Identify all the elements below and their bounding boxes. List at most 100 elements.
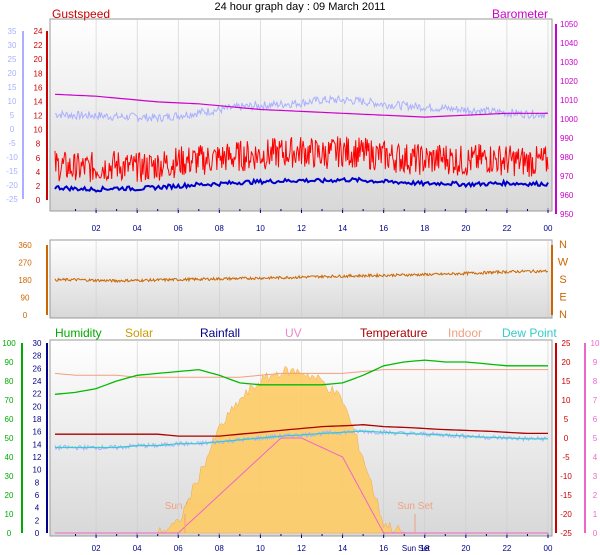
direction-axis-tick-label: 180 <box>18 276 32 285</box>
rainfall-axis-tick-label: 12 <box>33 453 42 462</box>
gust-axis-tick-label: 24 <box>34 27 43 36</box>
baro-axis-tick-label: 970 <box>560 172 574 181</box>
compass-axis-tick-label: N <box>559 309 567 321</box>
gust-axis-tick-label: 8 <box>36 140 41 149</box>
x-tick-label: 00 <box>544 224 553 233</box>
direction-axis-tick-label: 360 <box>18 241 32 250</box>
temperature-axis-tick-label: -20 <box>560 510 572 519</box>
humidity-axis-tick-label: 60 <box>5 415 14 424</box>
temp-axis-tick-label: 15 <box>8 83 17 92</box>
humidity-axis-tick-label: 90 <box>5 358 14 367</box>
uv-axis-tick-label: 6 <box>593 415 598 424</box>
humidity-axis-tick-label: 100 <box>2 339 16 348</box>
dewpoint-line <box>55 430 548 449</box>
temp-axis-tick-label: 35 <box>8 27 17 36</box>
rainfall-axis-tick-label: 20 <box>33 402 42 411</box>
humidity-line <box>54 359 548 395</box>
direction-axis-tick-label: 0 <box>23 311 28 320</box>
legend-rainfall: Rainfall <box>200 326 240 340</box>
temperature-axis-tick-label: 20 <box>562 358 571 367</box>
humidity-axis-tick-label: 70 <box>5 396 14 405</box>
temperature-axis-tick-label: -5 <box>562 453 570 462</box>
sun-set-tick-label: Set <box>418 544 431 553</box>
x-tick-label: 12 <box>297 224 306 233</box>
gust-axis-tick-label: 6 <box>36 154 41 163</box>
uv-line <box>55 437 548 534</box>
uv-axis-tick-label: 8 <box>593 377 598 386</box>
x-tick-label: 10 <box>256 224 265 233</box>
rainfall-axis-tick-label: 22 <box>33 390 42 399</box>
legend-temperature: Temperature <box>360 326 428 340</box>
gustspeed-line <box>54 136 549 183</box>
legend-humidity: Humidity <box>55 326 102 340</box>
x-tick-label: 06 <box>174 224 183 233</box>
x-tick-label: 04 <box>133 544 142 553</box>
uv-axis-tick-label: 3 <box>593 472 598 481</box>
temperature-axis-tick-label: -25 <box>560 529 572 538</box>
sun-rise-tick-label: Sun <box>402 544 416 553</box>
gust-axis-tick-label: 0 <box>36 196 41 205</box>
gust-axis-tick-label: 14 <box>34 97 43 106</box>
temp-axis-tick-label: 30 <box>8 41 17 50</box>
x-tick-label: 08 <box>215 544 224 553</box>
humidity-axis-tick-label: 80 <box>5 377 14 386</box>
gust-axis-tick-label: 10 <box>34 126 43 135</box>
legend-dewpoint: Dew Point <box>502 326 557 340</box>
baro-axis-tick-label: 960 <box>560 191 574 200</box>
rainfall-axis-tick-label: 18 <box>33 415 42 424</box>
gust-axis-tick-label: 16 <box>34 83 43 92</box>
gustspeed-axis-label: Gustspeed <box>52 7 110 21</box>
baro-axis-tick-label: 1020 <box>560 77 578 86</box>
baro-axis-tick-label: 950 <box>560 210 574 219</box>
x-tick-label: 18 <box>420 544 429 553</box>
temp-axis-tick-label: 20 <box>8 69 17 78</box>
temperature-axis-tick-label: 10 <box>562 396 571 405</box>
x-tick-label: 16 <box>379 544 388 553</box>
temperature-axis-tick-label: 5 <box>564 415 569 424</box>
compass-axis-tick-label: N <box>559 239 567 251</box>
temp-axis-tick-label: -10 <box>6 153 18 162</box>
gust-axis-tick-label: 4 <box>36 168 41 177</box>
uv-axis-tick-label: 0 <box>593 529 598 538</box>
uv-axis-tick-label: 9 <box>593 358 598 367</box>
temperature-axis-tick-label: -10 <box>560 472 572 481</box>
rainfall-axis-tick-label: 30 <box>33 339 42 348</box>
barometer-line <box>54 93 548 118</box>
baro-axis-tick-label: 1000 <box>560 115 578 124</box>
uv-axis-tick-label: 1 <box>593 510 598 519</box>
temperature-axis-tick-label: -15 <box>560 491 572 500</box>
legend-indoor: Indoor <box>448 326 482 340</box>
temperature-line <box>55 424 548 437</box>
x-tick-label: 20 <box>461 544 470 553</box>
sun-set-label: Sun Set <box>397 501 433 512</box>
humidity-axis-tick-label: 0 <box>7 529 12 538</box>
temp-axis-tick-label: -5 <box>8 139 16 148</box>
rainfall-axis-tick-label: 2 <box>35 516 40 525</box>
rainfall-axis-tick-label: 26 <box>33 364 42 373</box>
temp-axis-tick-label: -20 <box>6 181 18 190</box>
direction-axis-tick-label: 90 <box>21 294 30 303</box>
uv-axis-tick-label: 5 <box>593 434 598 443</box>
temperature-band-line <box>54 94 548 124</box>
graph-title: 24 hour graph day : 09 March 2011 <box>214 1 385 13</box>
temperature-axis-tick-label: 0 <box>564 434 569 443</box>
x-tick-label: 02 <box>92 544 101 553</box>
baro-axis-tick-label: 1010 <box>560 96 578 105</box>
humidity-axis-tick-label: 20 <box>5 491 14 500</box>
x-tick-label: 14 <box>338 544 347 553</box>
uv-axis-tick-label: 7 <box>593 396 598 405</box>
x-tick-label: 02 <box>92 224 101 233</box>
x-tick-label: 08 <box>215 224 224 233</box>
x-tick-label: 14 <box>338 224 347 233</box>
baro-axis-tick-label: 1040 <box>560 39 578 48</box>
dewpoint-noise-line <box>54 428 548 452</box>
x-tick-label: 06 <box>174 544 183 553</box>
baro-axis-tick-label: 1050 <box>560 20 578 29</box>
x-tick-label: 10 <box>256 544 265 553</box>
temp-axis-tick-label: -15 <box>6 167 18 176</box>
gust-axis-tick-label: 12 <box>34 112 43 121</box>
x-tick-label: 04 <box>133 224 142 233</box>
rainfall-axis-tick-label: 24 <box>33 377 42 386</box>
temp-axis-tick-label: 0 <box>10 125 15 134</box>
